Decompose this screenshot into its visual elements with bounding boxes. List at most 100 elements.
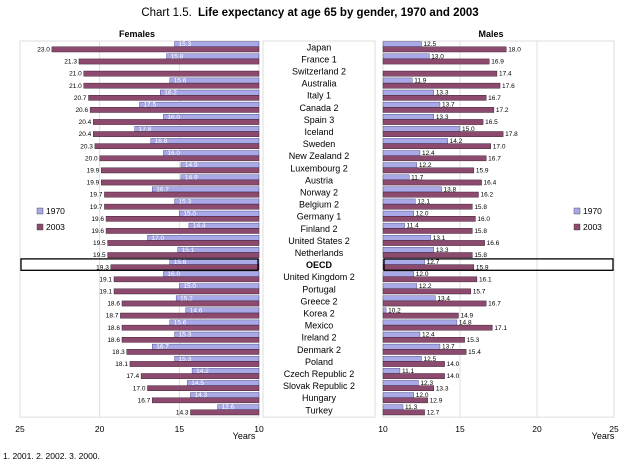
female-2003-bar-luxembourg-2 bbox=[101, 167, 260, 174]
category-label-canada-2: Canada 2 bbox=[299, 103, 338, 113]
female-2003-bar-denmark-2 bbox=[126, 349, 260, 355]
category-label-switzerland-2: Switzerland 2 bbox=[292, 67, 346, 77]
male-2003-bar-luxembourg-2 bbox=[382, 167, 475, 174]
male-1970-bar-japan bbox=[382, 41, 422, 47]
females-legend-swatch-1970 bbox=[36, 207, 44, 215]
male-2003-value-label-korea-2: 14.9 bbox=[460, 313, 473, 320]
female-2003-value-label-germany-1: 19.6 bbox=[91, 216, 104, 223]
male-2003-value-label-austria: 16.4 bbox=[484, 180, 497, 187]
females-tick-label: 20 bbox=[95, 424, 105, 434]
female-2003-value-label-new-zealand-2: 20.0 bbox=[85, 155, 98, 162]
female-2003-bar-canada-2 bbox=[89, 107, 260, 113]
male-2003-value-label-canada-2: 17.2 bbox=[496, 107, 509, 114]
male-1970-bar-germany-1 bbox=[382, 210, 414, 217]
male-1970-value-label-poland: 12.5 bbox=[424, 356, 437, 363]
male-2003-value-label-hungary: 12.9 bbox=[430, 397, 443, 404]
male-2003-bar-japan bbox=[382, 46, 507, 53]
male-1970-value-label-hungary: 12.0 bbox=[416, 392, 429, 399]
female-1970-value-label-austria: 14.9 bbox=[185, 174, 198, 181]
male-2003-value-label-iceland: 17.8 bbox=[505, 131, 518, 138]
female-1970-value-label-czech-republic-2: 14.2 bbox=[196, 368, 209, 375]
female-2003-value-label-united-kingdom-2: 19.1 bbox=[99, 276, 112, 283]
male-2003-bar-italy-1 bbox=[382, 94, 487, 101]
male-2003-bar-spain-3 bbox=[382, 119, 484, 125]
female-1970-value-label-canada-2: 17.5 bbox=[144, 102, 157, 109]
female-2003-bar-mexico bbox=[121, 324, 260, 331]
female-2003-bar-australia bbox=[83, 82, 260, 89]
male-1970-bar-mexico bbox=[382, 319, 458, 326]
male-2003-value-label-belgium-2: 15.8 bbox=[474, 204, 487, 211]
female-2003-bar-sweden bbox=[94, 143, 260, 150]
category-label-italy-1: Italy 1 bbox=[307, 91, 331, 101]
female-2003-bar-united-kingdom-2 bbox=[113, 276, 260, 283]
category-label-japan: Japan bbox=[307, 42, 332, 52]
female-1970-value-label-hungary: 14.3 bbox=[194, 392, 207, 399]
male-1970-value-label-portugal: 12.2 bbox=[419, 283, 432, 290]
female-2003-value-label-austria: 19.9 bbox=[87, 180, 100, 187]
female-2003-value-label-finland-2: 19.6 bbox=[91, 228, 104, 235]
male-1970-value-label-united-states-2: 13.1 bbox=[433, 235, 446, 242]
male-1970-bar-turkey bbox=[382, 404, 404, 411]
female-2003-bar-france-1 bbox=[78, 58, 260, 65]
female-1970-value-label-norway-2: 16.7 bbox=[156, 186, 169, 193]
male-1970-value-label-korea-2: 10.2 bbox=[388, 307, 401, 314]
female-1970-value-label-poland: 15.3 bbox=[179, 356, 192, 363]
female-2003-value-label-czech-republic-2: 17.4 bbox=[126, 373, 139, 380]
male-1970-bar-greece-2 bbox=[382, 295, 436, 302]
male-2003-value-label-japan: 18.0 bbox=[508, 47, 521, 54]
male-2003-value-label-ireland-2: 15.3 bbox=[467, 337, 480, 344]
male-1970-bar-italy-1 bbox=[382, 89, 435, 96]
male-1970-value-label-greece-2: 13.4 bbox=[437, 295, 450, 302]
male-2003-bar-portugal bbox=[382, 288, 471, 295]
male-2003-value-label-united-kingdom-2: 16.1 bbox=[479, 276, 492, 283]
male-1970-value-label-spain-3: 13.3 bbox=[436, 114, 449, 121]
male-1970-value-label-finland-2: 11.4 bbox=[407, 223, 420, 230]
male-2003-bar-denmark-2 bbox=[382, 349, 467, 355]
male-1970-value-label-france-1: 13.0 bbox=[431, 53, 444, 60]
category-label-ireland-2: Ireland 2 bbox=[301, 333, 336, 343]
male-2003-value-label-united-states-2: 16.6 bbox=[487, 240, 500, 247]
female-2003-bar-japan bbox=[51, 46, 260, 53]
male-2003-bar-germany-1 bbox=[382, 215, 476, 222]
female-2003-value-label-slovak-republic-2: 17.0 bbox=[133, 385, 146, 392]
female-1970-value-label-finland-2: 14.4 bbox=[193, 223, 206, 230]
female-2003-bar-belgium-2 bbox=[104, 203, 260, 210]
female-2003-bar-korea-2 bbox=[120, 312, 260, 319]
female-2003-value-label-sweden: 20.3 bbox=[80, 143, 93, 150]
male-1970-value-label-united-kingdom-2: 12.0 bbox=[416, 271, 429, 278]
male-2003-value-label-germany-1: 16.0 bbox=[477, 216, 490, 223]
male-2003-value-label-netherlands: 15.8 bbox=[474, 252, 487, 259]
male-1970-value-label-mexico: 14.8 bbox=[459, 320, 472, 327]
female-1970-value-label-australia: 15.6 bbox=[174, 78, 187, 85]
male-1970-value-label-germany-1: 12.0 bbox=[416, 211, 429, 218]
category-label-mexico: Mexico bbox=[305, 321, 334, 331]
female-2003-bar-austria bbox=[101, 179, 260, 186]
male-2003-value-label-mexico: 17.1 bbox=[494, 325, 507, 332]
female-2003-value-label-norway-2: 19.7 bbox=[90, 192, 103, 199]
male-2003-bar-korea-2 bbox=[382, 312, 459, 319]
category-label-finland-2: Finland 2 bbox=[300, 224, 337, 234]
category-label-portugal: Portugal bbox=[302, 284, 336, 294]
female-2003-value-label-poland: 18.1 bbox=[115, 361, 128, 368]
female-1970-value-label-new-zealand-2: 16.0 bbox=[167, 150, 180, 157]
category-label-united-states-2: United States 2 bbox=[288, 236, 350, 246]
male-2003-bar-slovak-republic-2 bbox=[382, 385, 435, 392]
male-1970-bar-finland-2 bbox=[382, 222, 405, 229]
male-1970-bar-czech-republic-2 bbox=[382, 368, 401, 374]
female-2003-bar-portugal bbox=[113, 288, 260, 295]
category-label-spain-3: Spain 3 bbox=[304, 115, 335, 125]
female-2003-value-label-switzerland-2: 21.0 bbox=[69, 71, 82, 78]
female-2003-bar-finland-2 bbox=[105, 228, 260, 234]
female-2003-bar-czech-republic-2 bbox=[140, 373, 260, 379]
female-2003-bar-spain-3 bbox=[93, 119, 260, 125]
chart-title-prefix: Chart 1.5. bbox=[141, 7, 192, 19]
female-2003-bar-norway-2 bbox=[104, 191, 260, 198]
female-2003-value-label-portugal: 19.1 bbox=[99, 289, 112, 296]
male-2003-bar-australia bbox=[382, 82, 501, 89]
male-1970-value-label-italy-1: 13.3 bbox=[436, 90, 449, 97]
male-2003-bar-belgium-2 bbox=[382, 203, 473, 210]
male-1970-bar-oecd bbox=[382, 259, 425, 265]
male-1970-value-label-oecd: 12.7 bbox=[427, 259, 440, 266]
males-tick-label: 10 bbox=[378, 424, 388, 434]
male-2003-bar-united-kingdom-2 bbox=[382, 276, 478, 283]
